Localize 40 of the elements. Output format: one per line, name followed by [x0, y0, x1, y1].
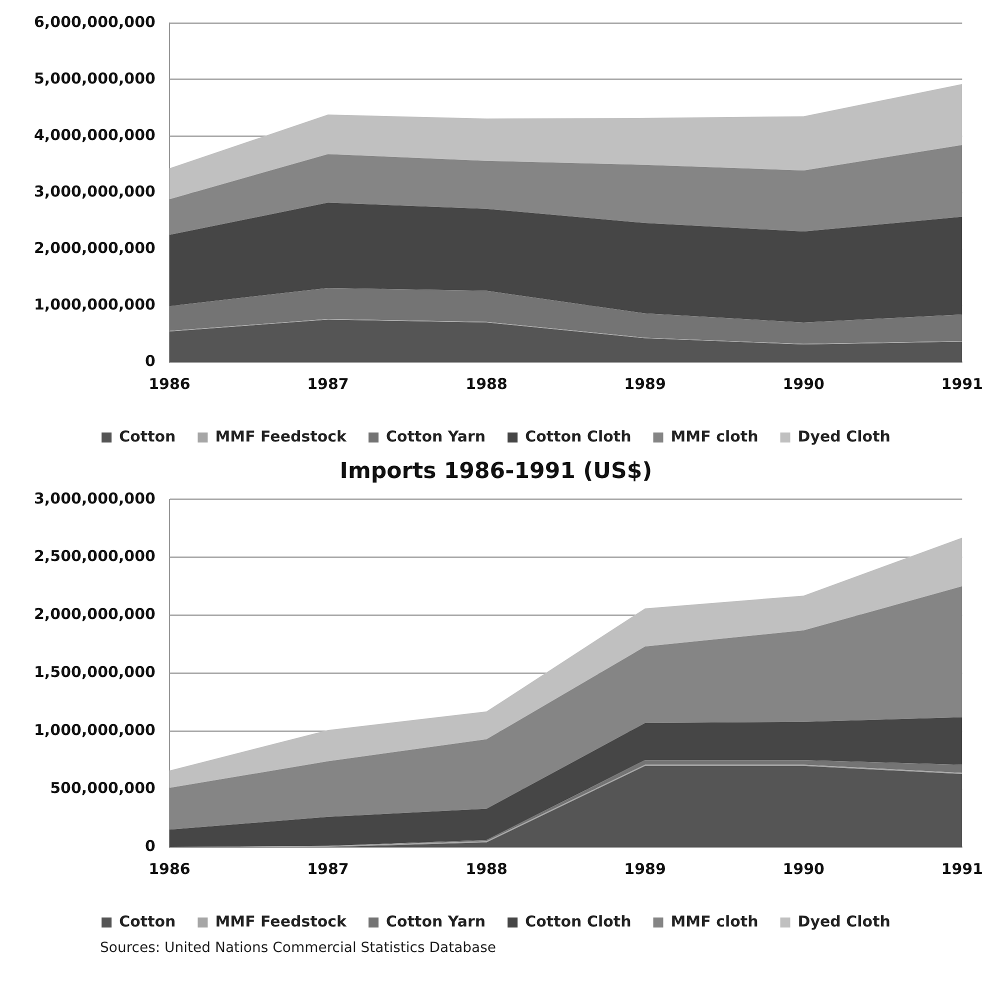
y-tick-label: 3,000,000,000	[34, 182, 156, 200]
legend-label: MMF Feedstock	[215, 427, 348, 446]
x-tick-label: 1987	[307, 860, 349, 878]
x-tick-label: 1990	[782, 374, 824, 393]
y-tick-label: 500,000,000	[50, 778, 156, 797]
y-tick-label: 1,000,000,000	[34, 295, 156, 314]
y-tick-label: 0	[145, 836, 156, 855]
legend-label: Dyed Cloth	[798, 912, 890, 930]
chart-title: Imports 1986-1991 (US$)	[340, 458, 652, 484]
y-tick-label: 3,000,000,000	[34, 489, 156, 508]
x-tick-label: 1987	[307, 374, 349, 393]
x-tick-label: 1991	[941, 374, 983, 393]
y-tick-label: 2,000,000,000	[34, 238, 156, 257]
legend-label: MMF cloth	[670, 912, 758, 930]
y-tick-label: 1,000,000,000	[34, 721, 156, 740]
legend-label: Cotton Yarn	[386, 912, 486, 930]
y-tick-label: 2,000,000,000	[34, 605, 156, 624]
y-tick-label: 4,000,000,000	[34, 126, 156, 144]
y-tick-label: 5,000,000,000	[34, 69, 156, 88]
y-tick-label: 1,500,000,000	[34, 663, 156, 682]
legend-label: Dyed Cloth	[798, 427, 890, 446]
x-tick-label: 1988	[466, 860, 508, 878]
legend-label: Cotton	[119, 427, 176, 446]
legend-label: Cotton	[119, 912, 176, 930]
legend-label: MMF cloth	[670, 427, 758, 446]
x-tick-label: 1988	[466, 374, 508, 393]
x-tick-label: 1990	[782, 860, 824, 878]
y-tick-label: 2,500,000,000	[34, 547, 156, 566]
y-tick-label: 6,000,000,000	[34, 12, 156, 31]
legend-label: Cotton Cloth	[525, 427, 632, 446]
y-tick-label: 0	[145, 352, 156, 370]
x-tick-label: 1991	[941, 860, 983, 878]
x-tick-label: 1986	[148, 860, 190, 878]
x-tick-label: 1986	[148, 374, 190, 393]
x-tick-label: 1989	[624, 860, 666, 878]
source-note: Sources: United Nations Commercial Statistics Database	[100, 940, 498, 956]
x-tick-label: 1989	[624, 374, 666, 393]
legend-label: Cotton Yarn	[386, 427, 486, 446]
legend-label: MMF Feedstock	[215, 912, 348, 930]
legend-label: Cotton Cloth	[525, 912, 632, 930]
